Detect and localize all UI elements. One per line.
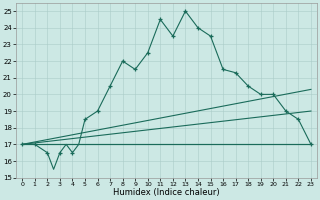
X-axis label: Humidex (Indice chaleur): Humidex (Indice chaleur) [113,188,220,197]
